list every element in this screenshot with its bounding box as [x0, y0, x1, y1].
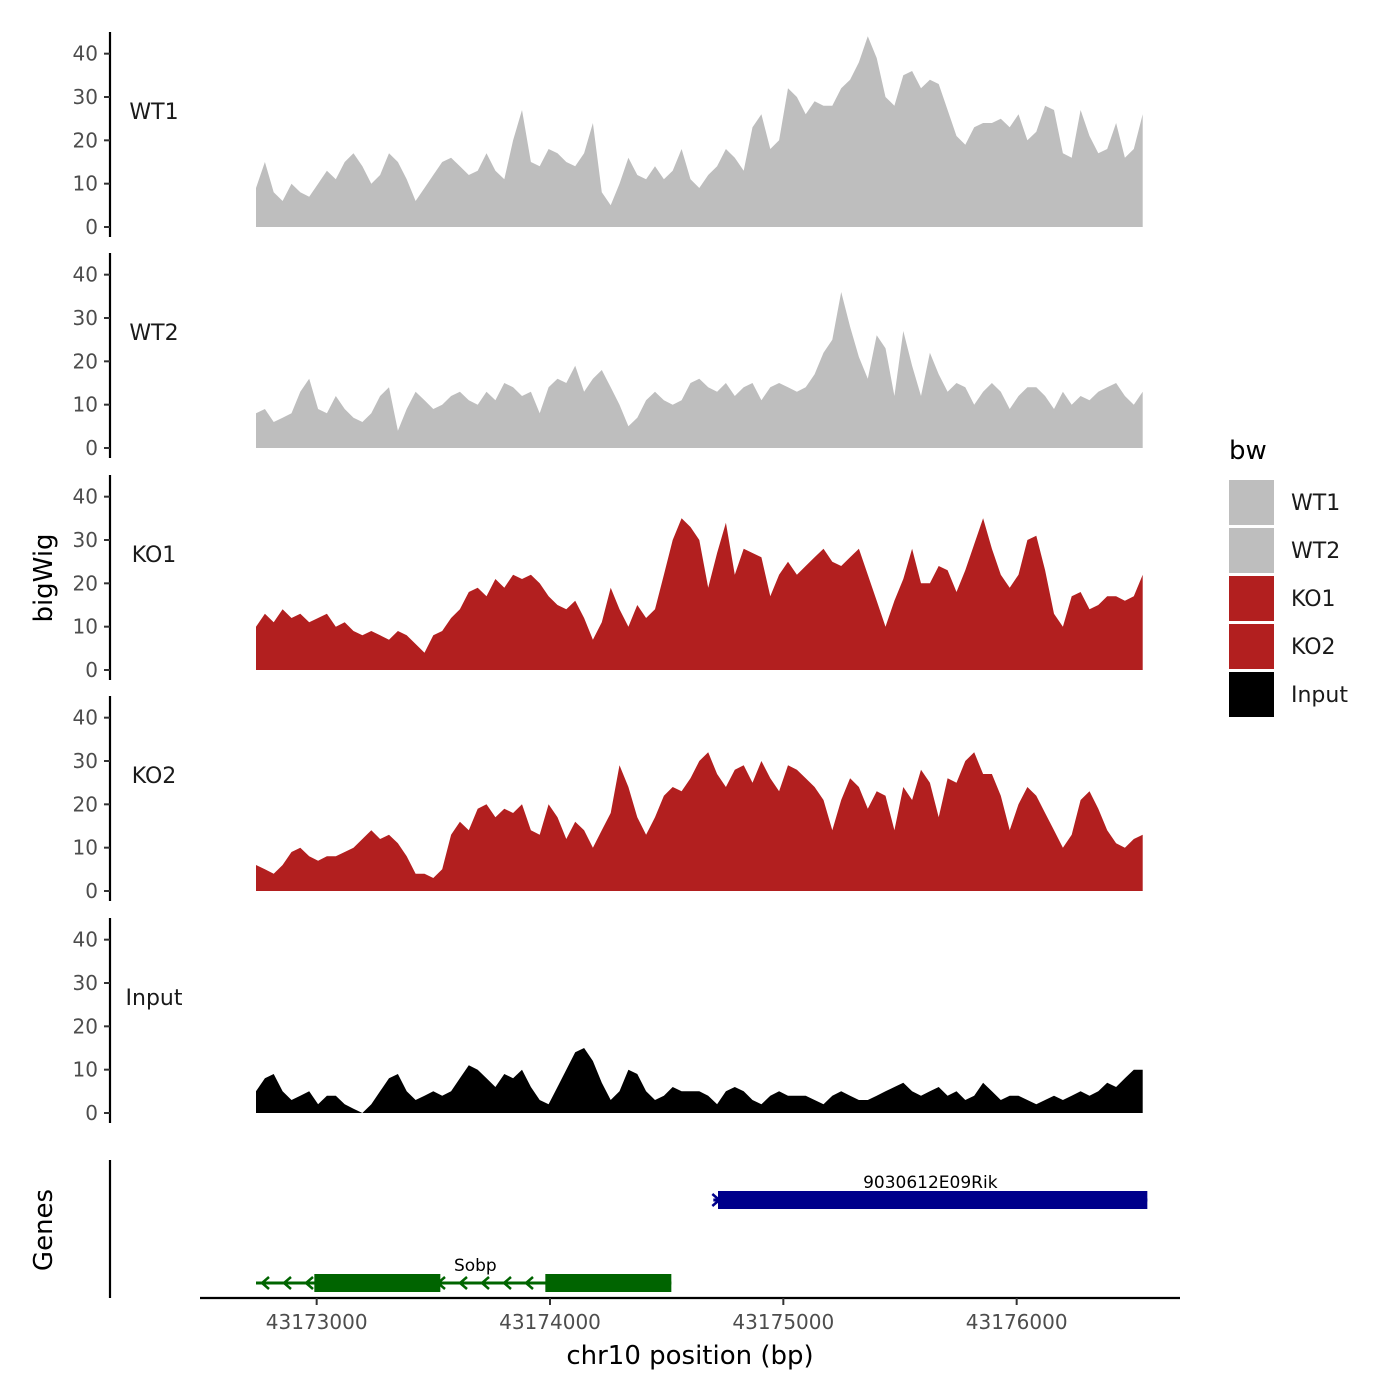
- y-tick-label: 10: [73, 836, 98, 860]
- legend-swatch: [1229, 576, 1274, 621]
- legend-swatch: [1229, 672, 1274, 717]
- x-tick-label: 43173000: [266, 1310, 368, 1334]
- gene-9030612e09rik: 9030612E09Rik: [711, 1173, 1148, 1209]
- legend-swatch: [1229, 480, 1274, 525]
- tracks-layer: 0 10 20 30 40 WT1 0 10 20 30 40 WT2 0 10 20 30 40 KO1 0 10 2…: [73, 32, 1143, 1125]
- y-tick-label: 30: [73, 971, 98, 995]
- y-tick-label: 10: [73, 172, 98, 196]
- legend: bw WT1 WT2 KO1 KO2 Input: [1229, 436, 1348, 717]
- y-tick-label: 0: [85, 1101, 98, 1125]
- legend-label: Input: [1291, 683, 1348, 708]
- y-tick-label: 40: [73, 928, 98, 952]
- y-tick-label: 10: [73, 393, 98, 417]
- track-wt1: 0 10 20 30 40 WT1: [73, 32, 1143, 239]
- track-label: KO1: [132, 543, 177, 568]
- y-tick-label: 10: [73, 615, 98, 639]
- gene-exon: [545, 1274, 672, 1292]
- x-tick-label: 43175000: [732, 1310, 834, 1334]
- legend-swatch: [1229, 528, 1274, 573]
- track-label: KO2: [132, 764, 177, 789]
- x-tick-label: 43174000: [499, 1310, 601, 1334]
- strand-chevron: [458, 1276, 468, 1290]
- y-tick-label: 10: [73, 1058, 98, 1082]
- genes-layer: Sobp 9030612E09Rik: [108, 1160, 1148, 1298]
- y-tick-label: 40: [73, 263, 98, 287]
- genes-axis-title: Genes: [29, 1189, 59, 1271]
- track-label: Input: [126, 986, 183, 1011]
- y-axis-title: bigWig: [29, 533, 59, 622]
- strand-chevron: [480, 1276, 490, 1290]
- legend-label: KO2: [1291, 635, 1336, 660]
- track-input: 0 10 20 30 40 Input: [73, 918, 1143, 1125]
- area-wt1: [256, 36, 1143, 227]
- gene-label: 9030612E09Rik: [863, 1173, 998, 1193]
- gene-exon: [718, 1191, 1148, 1209]
- y-tick-label: 0: [85, 658, 98, 682]
- y-tick-label: 20: [73, 792, 98, 816]
- gene-exon: [314, 1274, 441, 1292]
- y-tick-label: 30: [73, 528, 98, 552]
- y-tick-label: 0: [85, 879, 98, 903]
- y-tick-label: 0: [85, 215, 98, 239]
- y-tick-label: 40: [73, 42, 98, 66]
- x-tick-label: 43176000: [966, 1310, 1068, 1334]
- track-ko1: 0 10 20 30 40 KO1: [73, 475, 1143, 682]
- y-tick-label: 30: [73, 749, 98, 773]
- y-tick-label: 20: [73, 571, 98, 595]
- strand-chevron: [502, 1276, 512, 1290]
- track-wt2: 0 10 20 30 40 WT2: [73, 253, 1143, 460]
- y-tick-label: 30: [73, 85, 98, 109]
- strand-chevron: [282, 1276, 292, 1290]
- legend-label: WT2: [1291, 539, 1340, 564]
- gene-label: Sobp: [454, 1256, 497, 1276]
- y-tick-label: 20: [73, 1014, 98, 1038]
- gene-sobp: Sobp: [256, 1256, 672, 1292]
- legend-title: bw: [1229, 436, 1267, 466]
- y-tick-label: 40: [73, 485, 98, 509]
- legend-label: WT1: [1291, 491, 1340, 516]
- area-ko2: [256, 752, 1143, 891]
- y-tick-label: 20: [73, 349, 98, 373]
- y-tick-label: 20: [73, 128, 98, 152]
- area-wt2: [256, 292, 1143, 448]
- y-tick-label: 40: [73, 706, 98, 730]
- x-axis-title: chr10 position (bp): [566, 1341, 813, 1371]
- y-tick-label: 0: [85, 436, 98, 460]
- strand-chevron: [304, 1276, 314, 1290]
- x-axis: 43173000 43174000 43175000 43176000: [200, 1296, 1180, 1334]
- strand-chevron: [260, 1276, 270, 1290]
- track-label: WT2: [129, 321, 178, 346]
- track-ko2: 0 10 20 30 40 KO2: [73, 696, 1143, 903]
- area-ko1: [256, 518, 1143, 670]
- legend-swatch: [1229, 624, 1274, 669]
- strand-chevron: [524, 1276, 534, 1290]
- legend-label: KO1: [1291, 587, 1336, 612]
- track-label: WT1: [129, 100, 178, 125]
- y-tick-label: 30: [73, 306, 98, 330]
- area-input: [256, 1048, 1143, 1113]
